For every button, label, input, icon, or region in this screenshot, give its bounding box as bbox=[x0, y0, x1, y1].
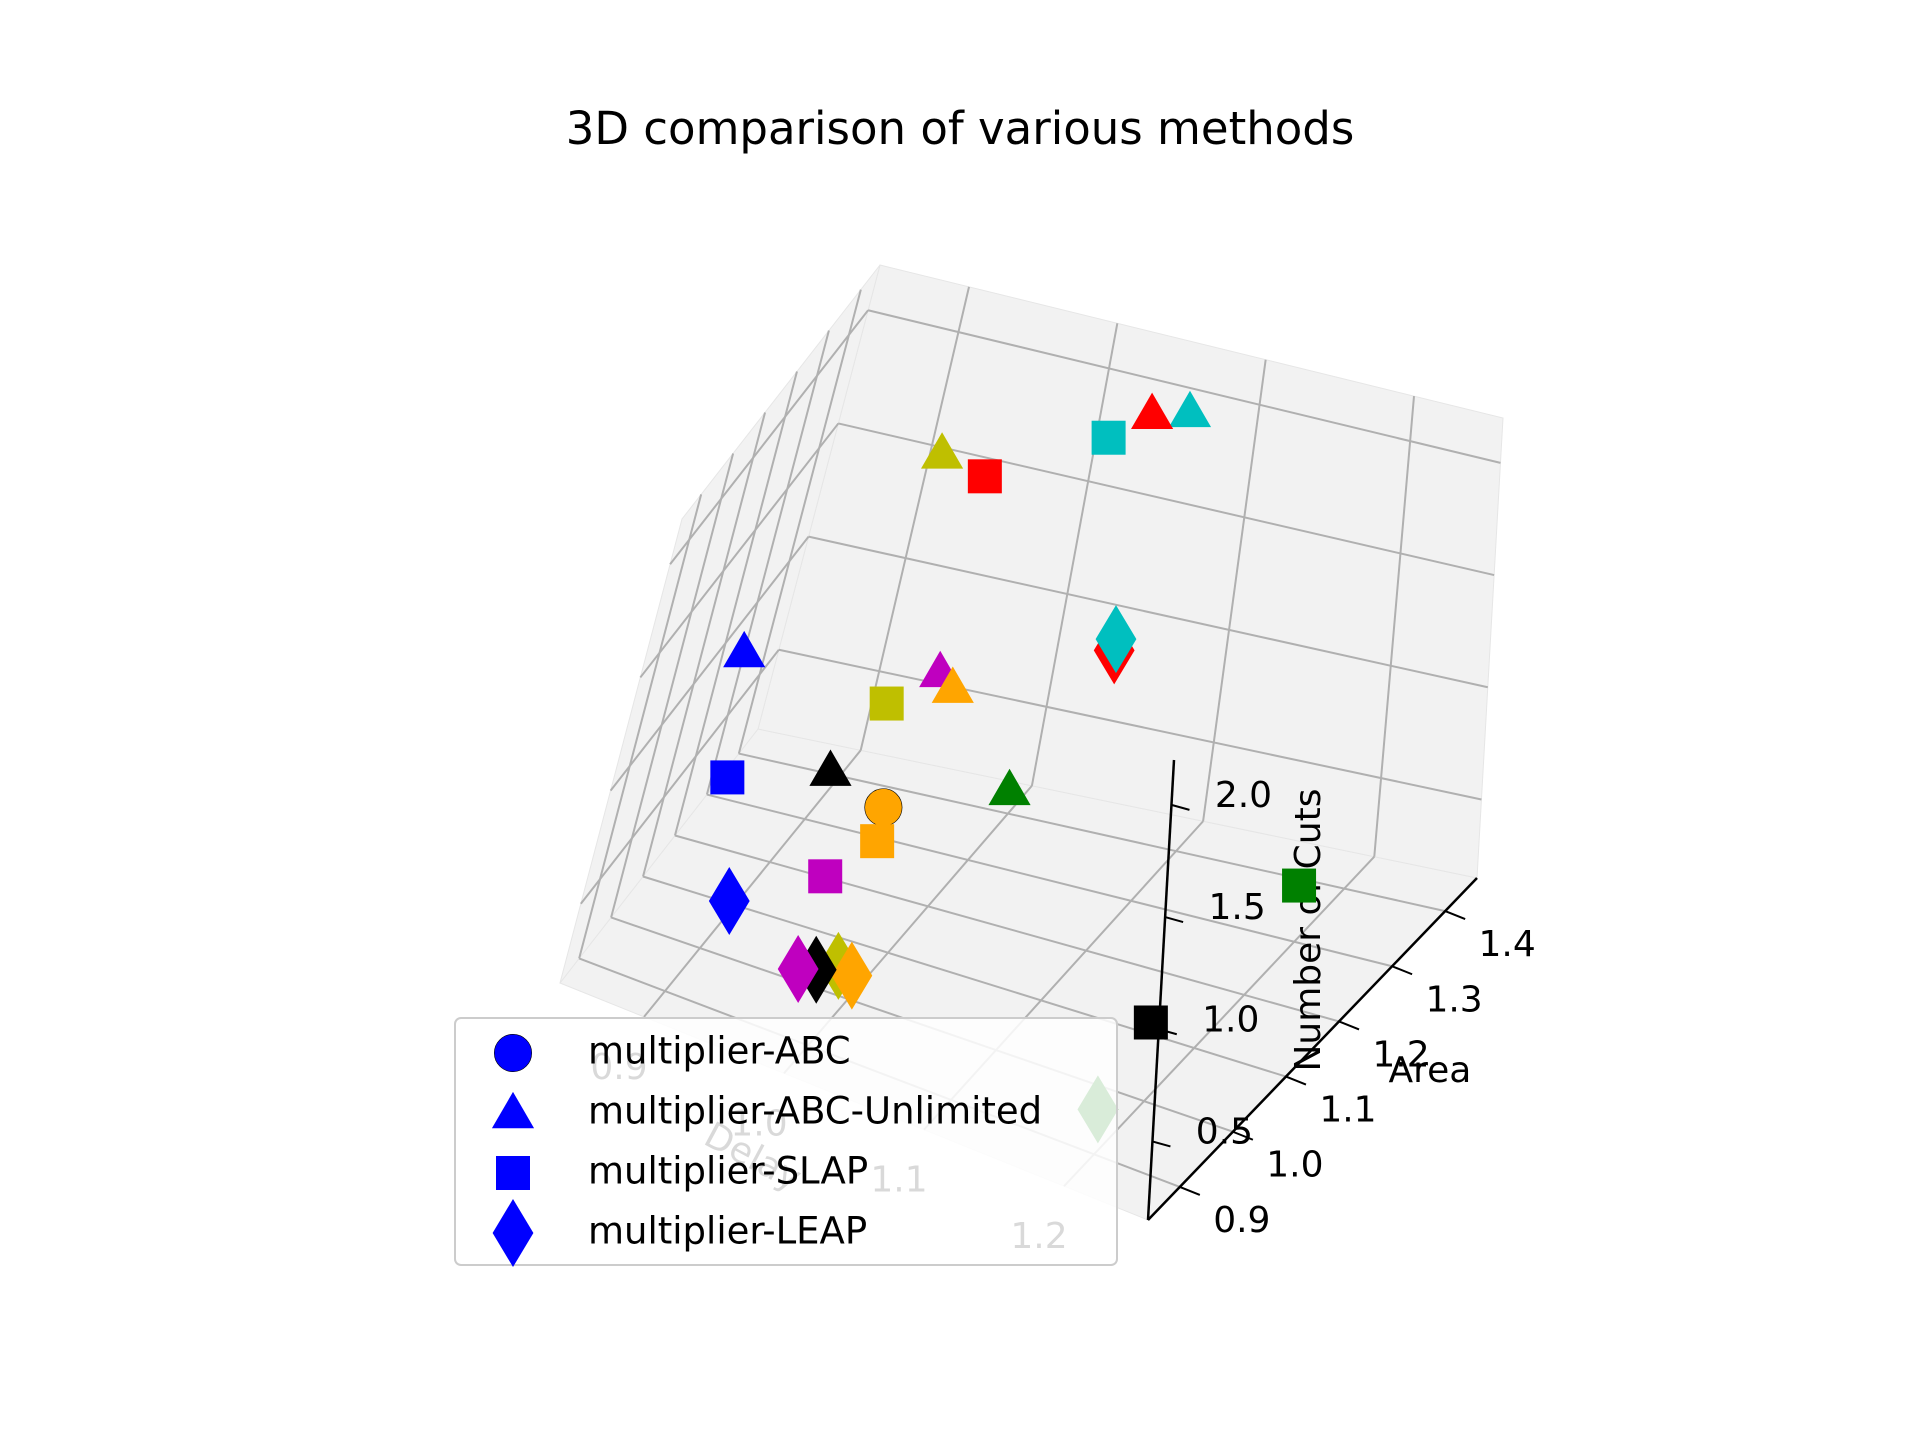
legend-label: multiplier-SLAP bbox=[588, 1150, 868, 1193]
y-tick-label: 1.3 bbox=[1425, 979, 1482, 1020]
legend-circle-icon bbox=[493, 1034, 532, 1073]
legend-label: multiplier-LEAP bbox=[588, 1210, 867, 1253]
triangle-marker bbox=[920, 432, 964, 469]
gridline-y-floor bbox=[706, 793, 1393, 968]
legend-square-icon bbox=[496, 1156, 530, 1190]
y-tick-label: 0.9 bbox=[1213, 1200, 1270, 1241]
gridline-y-floor bbox=[642, 875, 1287, 1078]
legend-diamond-icon bbox=[492, 1199, 534, 1267]
gridline-x-back bbox=[859, 286, 970, 751]
z-tick-label: 2.0 bbox=[1215, 775, 1272, 816]
square-marker bbox=[1282, 868, 1317, 903]
data-markers bbox=[708, 390, 1317, 1144]
circle-marker bbox=[864, 788, 903, 827]
z-tick-mark bbox=[1152, 1140, 1171, 1148]
legend-label: multiplier-ABC-Unlimited bbox=[588, 1090, 1042, 1133]
diamond-marker bbox=[831, 941, 873, 1010]
y-axis-label: Area bbox=[1388, 1050, 1471, 1091]
y-tick-label: 1.4 bbox=[1479, 924, 1536, 965]
diamond-marker bbox=[777, 935, 819, 1004]
y-tick-label: 1.0 bbox=[1266, 1145, 1323, 1186]
gridline-z-left bbox=[639, 422, 840, 679]
gridline-z-left bbox=[609, 535, 810, 792]
y-tick-label: 1.1 bbox=[1319, 1090, 1376, 1131]
gridline-z-back bbox=[778, 648, 1482, 801]
z-tick-label: 1.5 bbox=[1208, 887, 1265, 928]
gridline-x-floor bbox=[643, 749, 862, 1018]
triangle-marker bbox=[1168, 390, 1212, 428]
triangle-marker bbox=[723, 630, 766, 668]
diamond-marker bbox=[1095, 605, 1137, 674]
gridline-x-back bbox=[1202, 359, 1267, 822]
gridline-y-floor bbox=[674, 834, 1340, 1023]
y-tick-mark bbox=[1444, 910, 1466, 921]
y-tick-mark bbox=[1391, 965, 1413, 976]
gridline-z-back bbox=[808, 535, 1488, 689]
gridlines bbox=[578, 286, 1501, 1188]
z-tick-label: 0.5 bbox=[1196, 1111, 1253, 1152]
y-tick-mark bbox=[1285, 1075, 1307, 1086]
z-tick-mark bbox=[1171, 803, 1190, 811]
left-pane bbox=[559, 264, 881, 984]
y-tick-mark bbox=[1179, 1185, 1201, 1196]
triangle-marker bbox=[988, 768, 1031, 806]
chart-title: 3D comparison of various methods bbox=[565, 102, 1355, 155]
gridline-z-left bbox=[669, 309, 869, 565]
square-marker bbox=[967, 459, 1002, 494]
area-axis-line bbox=[1147, 877, 1478, 1221]
triangle-marker bbox=[809, 749, 852, 786]
y-tick-mark bbox=[1232, 1130, 1254, 1141]
z-tick-mark bbox=[1164, 916, 1184, 924]
triangle-marker bbox=[931, 666, 974, 703]
square-marker bbox=[860, 824, 895, 859]
z-axis-label: Number of Cuts bbox=[1288, 788, 1329, 1071]
y-tick-label: 1.2 bbox=[1372, 1034, 1429, 1075]
legend-label: multiplier-ABC bbox=[588, 1030, 851, 1073]
z-tick-label: 1.0 bbox=[1202, 999, 1259, 1040]
legend-box bbox=[454, 1017, 1118, 1266]
gridline-z-left bbox=[580, 649, 780, 905]
y-tick-mark bbox=[1338, 1020, 1360, 1031]
legend-triangle-icon bbox=[491, 1091, 535, 1129]
gridline-x-back bbox=[1030, 323, 1119, 786]
square-marker bbox=[869, 686, 904, 721]
triangle-marker bbox=[1131, 392, 1174, 430]
cuts-axis-line bbox=[1146, 759, 1176, 1221]
diamond-marker bbox=[708, 867, 750, 936]
legend: multiplier-ABC multiplier-ABC-Unlimited mu… bbox=[454, 1017, 1118, 1267]
square-marker bbox=[808, 859, 843, 894]
gridline-x-back bbox=[1373, 396, 1415, 857]
gridline-z-back bbox=[867, 309, 1501, 464]
gridline-y-floor bbox=[738, 752, 1446, 913]
square-marker bbox=[1091, 420, 1126, 455]
square-marker bbox=[1133, 1005, 1168, 1040]
square-marker bbox=[710, 760, 745, 795]
